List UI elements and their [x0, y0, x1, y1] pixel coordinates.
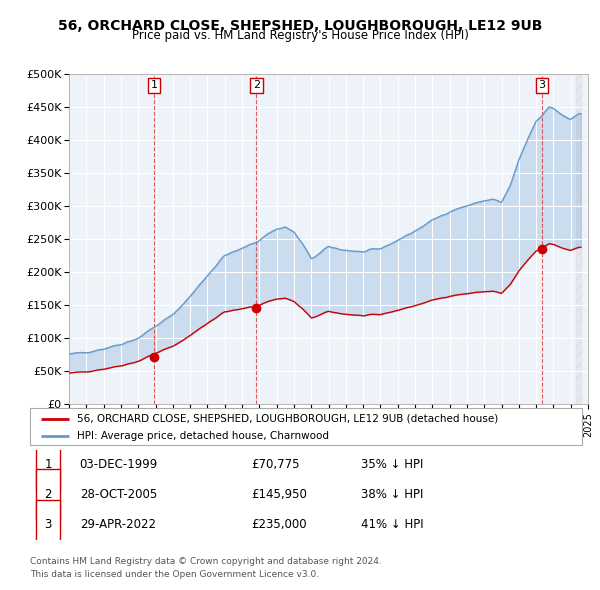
Text: 1: 1: [151, 80, 158, 90]
Text: 41% ↓ HPI: 41% ↓ HPI: [361, 518, 424, 532]
Text: 1: 1: [44, 458, 52, 471]
Text: This data is licensed under the Open Government Licence v3.0.: This data is licensed under the Open Gov…: [30, 571, 319, 579]
Text: Price paid vs. HM Land Registry's House Price Index (HPI): Price paid vs. HM Land Registry's House …: [131, 30, 469, 42]
Text: £145,950: £145,950: [251, 488, 307, 501]
Text: £235,000: £235,000: [251, 518, 307, 532]
Text: HPI: Average price, detached house, Charnwood: HPI: Average price, detached house, Char…: [77, 431, 329, 441]
Text: 3: 3: [538, 80, 545, 90]
Text: Contains HM Land Registry data © Crown copyright and database right 2024.: Contains HM Land Registry data © Crown c…: [30, 558, 382, 566]
Text: 3: 3: [44, 518, 52, 532]
Text: 2: 2: [44, 488, 52, 501]
Text: 38% ↓ HPI: 38% ↓ HPI: [361, 488, 424, 501]
Text: 03-DEC-1999: 03-DEC-1999: [80, 458, 158, 471]
Text: 56, ORCHARD CLOSE, SHEPSHED, LOUGHBOROUGH, LE12 9UB (detached house): 56, ORCHARD CLOSE, SHEPSHED, LOUGHBOROUG…: [77, 414, 498, 424]
Text: 2: 2: [253, 80, 260, 90]
Text: 35% ↓ HPI: 35% ↓ HPI: [361, 458, 424, 471]
Bar: [35, 470, 61, 520]
Text: 56, ORCHARD CLOSE, SHEPSHED, LOUGHBOROUGH, LE12 9UB: 56, ORCHARD CLOSE, SHEPSHED, LOUGHBOROUG…: [58, 19, 542, 33]
Text: £70,775: £70,775: [251, 458, 299, 471]
Bar: [35, 500, 61, 550]
Bar: [35, 440, 61, 490]
Text: 28-OCT-2005: 28-OCT-2005: [80, 488, 157, 501]
Text: 29-APR-2022: 29-APR-2022: [80, 518, 155, 532]
